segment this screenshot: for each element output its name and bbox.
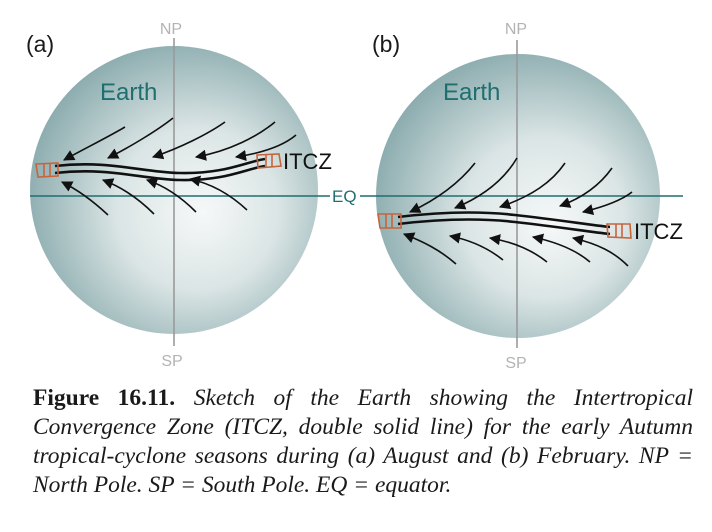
wind-arrow bbox=[448, 232, 504, 261]
panel-b-north-pole-label: NP bbox=[505, 21, 527, 38]
panel-b: (b) NP Earth bbox=[360, 21, 683, 372]
wind-arrow bbox=[151, 121, 226, 160]
wind-arrow bbox=[558, 167, 613, 208]
panel-b-itcz-label: ITCZ bbox=[634, 219, 683, 244]
wind-arrow bbox=[194, 121, 276, 161]
panel-a-south-pole-label: SP bbox=[161, 353, 182, 370]
wind-arrow bbox=[408, 162, 476, 213]
panel-a-north-pole-label: NP bbox=[160, 21, 182, 38]
panel-b-label: (b) bbox=[372, 31, 400, 57]
panel-a-itcz-left-end bbox=[35, 162, 59, 178]
caption-text: Sketch of the Earth showing the Intertro… bbox=[33, 385, 694, 498]
wind-arrow bbox=[571, 234, 629, 267]
itcz-figure: (a) NP Earth bbox=[26, 21, 683, 372]
wind-arrow bbox=[453, 157, 518, 210]
figure-caption: Figure 16.11. Sketch of the Earth showin… bbox=[33, 384, 693, 500]
figure-number: Figure 16.11. bbox=[33, 385, 176, 411]
wind-arrow bbox=[234, 134, 297, 162]
panel-b-itcz-right-end bbox=[606, 223, 632, 239]
wind-arrow bbox=[498, 162, 566, 210]
wind-arrow bbox=[145, 177, 197, 213]
panel-a-itcz-label: ITCZ bbox=[283, 149, 332, 174]
wind-arrow bbox=[402, 232, 457, 265]
panel-a-earth-label: Earth bbox=[100, 79, 157, 106]
equator-label: EQ bbox=[332, 187, 357, 206]
panel-a-label: (a) bbox=[26, 31, 54, 57]
panel-a-north-wind-arrows bbox=[63, 117, 297, 162]
panel-a-itcz-line bbox=[54, 157, 266, 182]
panel-b-itcz-left-end bbox=[377, 213, 402, 229]
panel-b-itcz-line bbox=[397, 211, 611, 236]
panel-a-itcz-right-end bbox=[256, 153, 282, 169]
panel-b-north-wind-arrows bbox=[408, 157, 633, 215]
wind-arrow bbox=[488, 234, 548, 263]
wind-arrow bbox=[60, 181, 109, 216]
wind-arrow bbox=[106, 117, 174, 159]
panel-b-south-pole-label: SP bbox=[505, 355, 526, 372]
wind-arrow bbox=[531, 233, 591, 263]
wind-arrow bbox=[101, 178, 155, 215]
panel-b-earth-label: Earth bbox=[443, 79, 500, 106]
wind-arrow bbox=[63, 126, 126, 161]
panel-b-south-wind-arrows bbox=[402, 232, 629, 267]
wind-arrow bbox=[581, 191, 633, 215]
panel-a: (a) NP Earth bbox=[26, 21, 357, 370]
